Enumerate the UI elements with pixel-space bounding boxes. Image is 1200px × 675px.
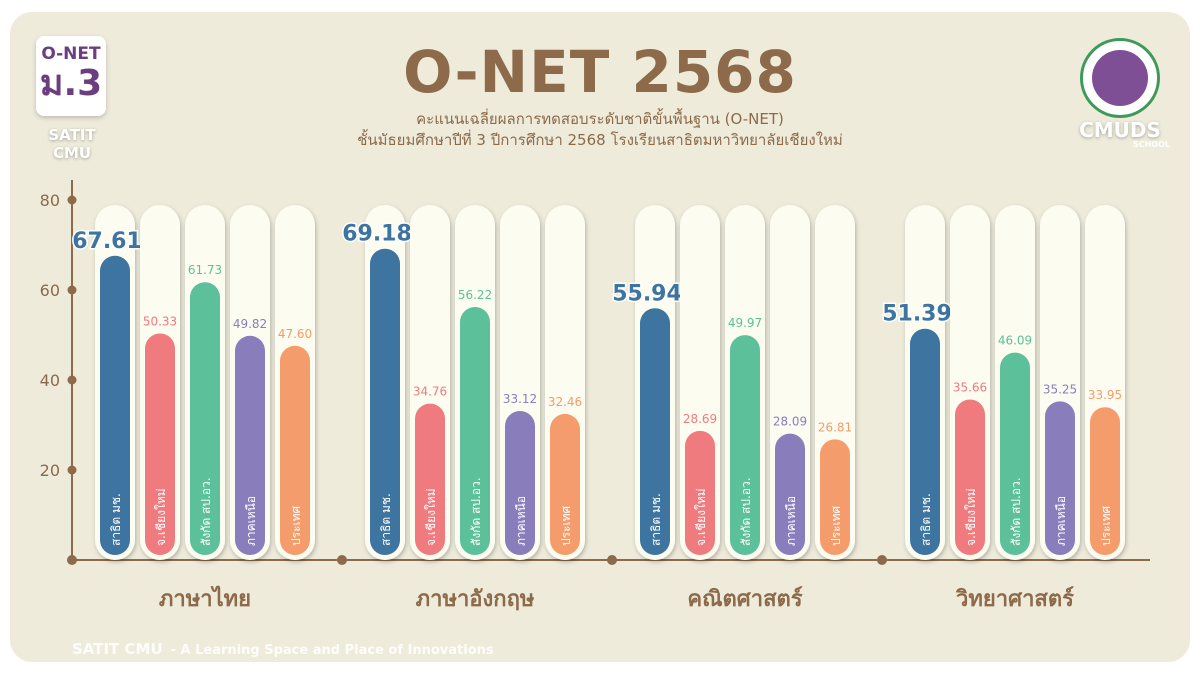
value-label: 28.09 (773, 415, 807, 429)
value-label: 55.94 (612, 281, 682, 306)
footer-brand: SATIT CMU (72, 640, 163, 658)
bar-series-label: ประเทศ (1099, 505, 1113, 546)
bar-series-label: ภาคเหนือ (514, 496, 528, 546)
logo-text: CMUDS (1079, 118, 1161, 142)
bar-series-label: สังกัด สป.อว. (739, 477, 753, 546)
page-title: O-NET 2568 (403, 38, 797, 106)
category-label: คณิตศาสตร์ (687, 586, 802, 612)
category-label: ภาษาไทย (159, 585, 251, 612)
value-label: 46.09 (998, 334, 1032, 348)
bar (1090, 407, 1120, 555)
bar (820, 439, 850, 555)
bar-series-label: จ.เชียงใหม่ (964, 488, 978, 546)
bar (235, 335, 265, 555)
bar-series-label: สังกัด สป.อว. (199, 477, 213, 546)
value-label: 32.46 (548, 395, 582, 409)
value-label: 51.39 (882, 302, 952, 327)
bar-series-label: จ.เชียงใหม่ (154, 488, 168, 546)
grade-badge: O-NET ม.3 (36, 36, 106, 116)
bar-series-label: ประเทศ (829, 505, 843, 546)
bar-series-label: ประเทศ (289, 505, 303, 546)
category-label: ภาษาอังกฤษ (416, 587, 535, 612)
value-label: 28.69 (683, 412, 717, 426)
bar-series-label: ภาคเหนือ (1054, 496, 1068, 546)
bar-series-label: สังกัด สป.อว. (469, 477, 483, 546)
y-tick-label: 20 (40, 461, 60, 480)
bar (370, 248, 400, 555)
y-tick-dot (67, 375, 77, 385)
bar (685, 430, 715, 555)
footer-tagline: - A Learning Space and Place of Innovati… (170, 643, 494, 658)
bar (415, 403, 445, 555)
bar-series-label: สาธิต มช. (379, 493, 393, 546)
y-tick-dot (67, 195, 77, 205)
bar-series-label: สาธิต มช. (109, 493, 123, 546)
value-label: 69.18 (342, 222, 412, 247)
y-tick-label: 80 (40, 191, 60, 210)
y-tick-label: 60 (40, 281, 60, 300)
bar (955, 399, 985, 555)
category-label: วิทยาศาสตร์ (955, 586, 1074, 612)
bar (280, 345, 310, 555)
logo-subtext: SCHOOL (1132, 140, 1170, 149)
bar (1000, 352, 1030, 555)
bar-series-label: ภาคเหนือ (784, 496, 798, 546)
bar (910, 328, 940, 555)
bar (1045, 401, 1075, 555)
value-label: 61.73 (188, 263, 222, 277)
value-label: 67.61 (72, 229, 142, 254)
value-label: 50.33 (143, 315, 177, 329)
value-label: 49.82 (233, 317, 267, 331)
bar (100, 255, 130, 555)
bar (505, 410, 535, 555)
value-label: 56.22 (458, 288, 492, 302)
y-tick-dot (67, 465, 77, 475)
axis-dot (67, 555, 77, 565)
badge-line1: O-NET (41, 44, 101, 64)
axis-dot (337, 555, 347, 565)
badge-line2: ม.3 (39, 63, 103, 104)
value-label: 34.76 (413, 385, 447, 399)
value-label: 47.60 (278, 327, 312, 341)
subtitle-2: ชั้นมัธยมศึกษาปีที่ 3 ปีการศึกษา 2568 โร… (357, 131, 843, 149)
value-label: 33.12 (503, 392, 537, 406)
value-label: 33.95 (1088, 388, 1122, 402)
y-tick-label: 40 (40, 371, 60, 390)
bar (640, 308, 670, 555)
axis-dot (607, 555, 617, 565)
badge-sub: SATIT CMU (48, 126, 96, 162)
y-tick-dot (67, 285, 77, 295)
bar-series-label: ภาคเหนือ (244, 496, 258, 546)
bar-series-label: สังกัด สป.อว. (1009, 477, 1023, 546)
elephant-emblem-icon (1092, 50, 1148, 106)
value-label: 49.97 (728, 316, 762, 330)
value-label: 35.25 (1043, 382, 1077, 396)
bar (460, 307, 490, 555)
bar-series-label: สาธิต มช. (919, 493, 933, 546)
bar (145, 333, 175, 555)
bar (730, 335, 760, 555)
bar-series-label: จ.เชียงใหม่ (424, 488, 438, 546)
bar-series-label: จ.เชียงใหม่ (694, 488, 708, 546)
bar (550, 413, 580, 555)
school-logo (1080, 38, 1160, 118)
bar-series-label: สาธิต มช. (649, 493, 663, 546)
footer: SATIT CMU - A Learning Space and Place of… (72, 640, 494, 658)
bar (190, 282, 220, 555)
subtitle-1: คะแนนเฉลี่ยผลการทดสอบระดับชาติขั้นพื้นฐา… (416, 110, 784, 128)
axis-dot (877, 555, 887, 565)
bar-series-label: ประเทศ (559, 505, 573, 546)
value-label: 35.66 (953, 381, 987, 395)
bar (775, 433, 805, 555)
value-label: 26.81 (818, 420, 852, 434)
